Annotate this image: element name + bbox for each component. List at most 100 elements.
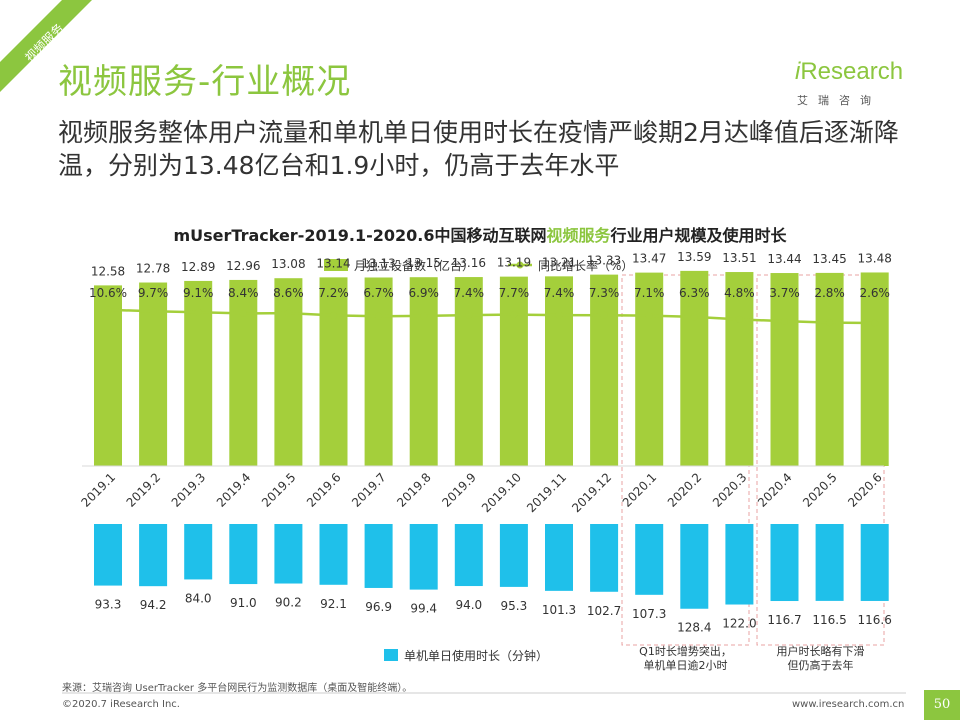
- growth-rate-label: 7.1%: [634, 286, 665, 300]
- device-bar-label: 13.13: [361, 256, 395, 270]
- duration-bar-label: 91.0: [230, 596, 257, 610]
- page-number: 50: [924, 690, 960, 720]
- duration-bar: [770, 524, 799, 602]
- device-bar-label: 13.45: [812, 252, 846, 266]
- growth-rate-point: [149, 307, 157, 315]
- duration-bar-label: 93.3: [95, 598, 122, 612]
- duration-bar: [635, 524, 664, 595]
- growth-rate-point: [645, 312, 653, 320]
- duration-bar: [545, 524, 573, 591]
- corner-ribbon: [0, 0, 92, 92]
- duration-bar: [94, 524, 122, 586]
- growth-rate-point: [284, 309, 292, 317]
- growth-rate-label: 7.4%: [454, 286, 485, 300]
- duration-bar: [499, 524, 528, 587]
- device-bar-label: 13.59: [677, 250, 711, 264]
- growth-rate-point: [781, 317, 788, 325]
- device-bar: [725, 272, 754, 466]
- growth-rate-point: [239, 309, 247, 317]
- growth-rate-point: [510, 311, 518, 319]
- growth-rate-point: [330, 311, 337, 319]
- growth-rate-point: [420, 312, 428, 320]
- source-note: 来源：艾瑞咨询 UserTracker 多平台网民行为监测数据库（桌面及智能终端…: [62, 683, 413, 694]
- device-bar: [499, 276, 528, 466]
- growth-rate-label: 9.1%: [183, 286, 214, 300]
- device-bar-label: 12.58: [91, 264, 125, 278]
- growth-rate-label: 10.6%: [89, 286, 127, 300]
- growth-rate-label: 8.6%: [273, 286, 304, 300]
- device-bar-label: 13.51: [722, 251, 756, 265]
- duration-bar: [860, 524, 889, 601]
- duration-bar-label: 94.2: [140, 598, 167, 612]
- growth-rate-point: [735, 315, 743, 323]
- device-bar-label: 13.47: [632, 252, 666, 266]
- growth-rate-point: [375, 312, 383, 320]
- x-tick-label: 2020.6: [845, 470, 885, 510]
- x-tick-label: 2019.11: [524, 470, 569, 515]
- duration-bar: [590, 524, 619, 592]
- x-tick-label: 2019.9: [439, 470, 479, 510]
- growth-rate-label: 6.7%: [363, 286, 394, 300]
- growth-rate-label: 7.7%: [499, 286, 530, 300]
- duration-bar-label: 122.0: [722, 617, 756, 631]
- legend-label-growth: 同比增长率（%）: [538, 258, 633, 273]
- duration-bar-label: 116.7: [767, 613, 801, 627]
- device-bar-label: 12.96: [226, 259, 260, 273]
- device-bar: [229, 279, 258, 466]
- device-bar: [319, 277, 348, 466]
- duration-bar-label: 116.6: [858, 613, 892, 627]
- duration-bar-label: 92.1: [320, 597, 347, 611]
- duration-bar-label: 94.0: [455, 598, 482, 612]
- growth-rate-label: 6.9%: [408, 286, 439, 300]
- page-title: 视频服务-行业概况: [58, 62, 352, 102]
- device-bar-label: 13.15: [407, 256, 441, 270]
- x-tick-label: 2019.10: [479, 470, 524, 515]
- duration-bar: [815, 524, 844, 601]
- device-bar: [770, 273, 799, 466]
- duration-bar: [139, 524, 168, 587]
- growth-rate-label: 8.4%: [228, 286, 259, 300]
- duration-bar: [364, 524, 393, 588]
- device-bar: [590, 274, 619, 466]
- x-tick-label: 2019.5: [259, 470, 299, 510]
- duration-bar: [184, 524, 213, 580]
- growth-rate-label: 7.4%: [544, 286, 575, 300]
- growth-rate-point: [555, 311, 563, 319]
- x-tick-label: 2020.5: [800, 470, 840, 510]
- legend-label-devices: 月独立设备数（亿台）: [354, 258, 474, 273]
- device-bar: [680, 270, 709, 466]
- annotation-text: Q1时长增势突出，: [639, 644, 732, 658]
- legend-label-duration: 单机单日使用时长（分钟）: [404, 648, 548, 663]
- growth-rate-label: 2.8%: [814, 286, 845, 300]
- x-tick-label: 2019.1: [79, 470, 119, 510]
- device-bar-label: 13.48: [858, 251, 892, 265]
- legend-swatch-devices: [324, 259, 348, 271]
- device-bar-label: 13.33: [587, 254, 621, 268]
- x-tick-label: 2020.4: [755, 470, 795, 510]
- device-bar-label: 13.16: [452, 256, 486, 270]
- device-bar: [860, 272, 889, 466]
- duration-bar: [274, 524, 303, 584]
- device-bar: [364, 277, 393, 466]
- x-tick-label: 2020.1: [620, 470, 660, 510]
- duration-bar-label: 102.7: [587, 604, 621, 618]
- logo-subname: 艾瑞咨询: [797, 94, 881, 107]
- x-tick-label: 2019.2: [124, 470, 164, 510]
- growth-rate-label: 2.6%: [859, 286, 890, 300]
- x-tick-label: 2019.7: [349, 470, 389, 510]
- growth-rate-point: [194, 308, 202, 316]
- website-link[interactable]: www.iresearch.com.cn: [792, 699, 905, 710]
- x-tick-label: 2019.6: [304, 470, 344, 510]
- page-subtitle: 视频服务整体用户流量和单机单日使用时长在疫情严峻期2月达峰值后逐渐降温，分别为1…: [58, 118, 899, 180]
- legend-swatch-duration: [384, 649, 398, 661]
- duration-bar-label: 116.5: [812, 613, 846, 627]
- duration-bar-label: 101.3: [542, 603, 576, 617]
- corner-tag: 视频服务: [0, 0, 120, 120]
- duration-bar-label: 90.2: [275, 596, 302, 610]
- device-bar: [274, 278, 303, 466]
- device-bar-label: 13.14: [316, 256, 350, 270]
- duration-bar: [319, 524, 348, 585]
- device-bar-label: 13.44: [767, 252, 801, 266]
- growth-rate-label: 7.3%: [589, 286, 620, 300]
- device-bar: [409, 277, 438, 466]
